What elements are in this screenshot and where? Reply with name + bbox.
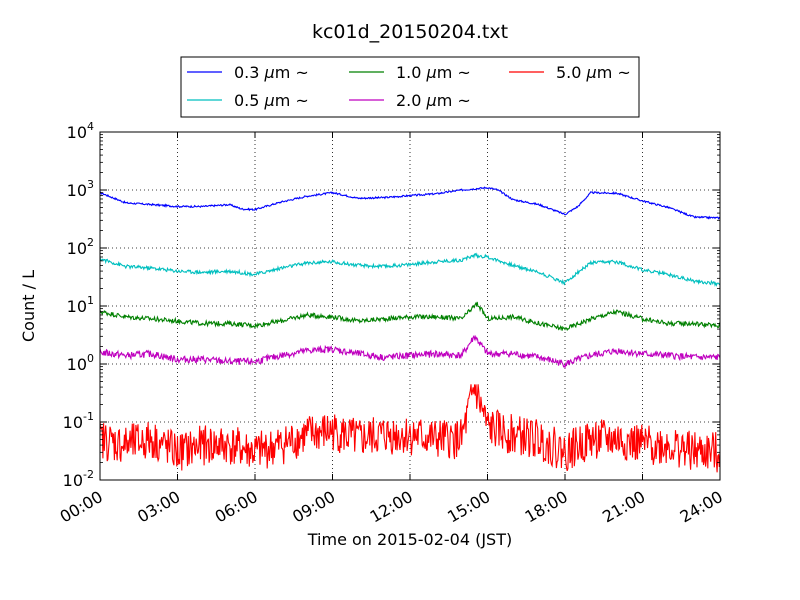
x-tick-label: 00:00 <box>57 487 106 527</box>
x-axis-label: Time on 2015-02-04 (JST) <box>307 530 512 549</box>
x-tick-label: 21:00 <box>599 487 648 527</box>
y-tick-label: 10-2 <box>63 468 94 490</box>
x-tick-label: 03:00 <box>134 487 183 527</box>
y-axis-label: Count / L <box>19 270 38 342</box>
grid <box>100 132 720 480</box>
legend-label: 0.5 μm ~ <box>234 91 309 110</box>
y-tick-label: 103 <box>67 178 94 200</box>
x-tick-labels: 00:00 03:00 06:00 09:00 12:00 15:00 18:00 21:00… <box>57 487 726 527</box>
legend-label: 1.0 μm ~ <box>396 63 471 82</box>
legend-box <box>180 56 640 118</box>
legend-entry-1-0: 1.0 μm ~ <box>349 63 471 82</box>
y-tick-label: 101 <box>67 294 94 316</box>
legend-entry-5-0: 5.0 μm ~ <box>509 63 631 82</box>
legend-entry-0-5: 0.5 μm ~ <box>187 91 309 110</box>
x-tick-label: 09:00 <box>289 487 338 527</box>
legend-label: 5.0 μm ~ <box>556 63 631 82</box>
x-tick-label: 12:00 <box>367 487 416 527</box>
x-tick-label: 06:00 <box>212 487 261 527</box>
series-lines <box>99 186 721 473</box>
y-tick-label: 104 <box>67 120 94 142</box>
x-tick-label: 18:00 <box>522 487 571 527</box>
series-line-5-0 <box>99 384 721 473</box>
chart-title: kc01d_20150204.txt <box>312 21 508 43</box>
series-line-1-0 <box>99 301 721 332</box>
series-line-0-5 <box>99 252 721 287</box>
y-tick-labels: 10-2 10-1 100 101 102 103 104 <box>63 120 94 490</box>
legend-label: 2.0 μm ~ <box>396 91 471 110</box>
legend: 0.3 μm ~ 1.0 μm ~ 5.0 μm ~ 0.5 μm ~ 2.0 μm ~ <box>180 56 640 118</box>
legend-entry-2-0: 2.0 μm ~ <box>349 91 471 110</box>
series-line-2-0 <box>99 334 721 370</box>
legend-label: 0.3 μm ~ <box>234 63 309 82</box>
tick-marks <box>99 131 721 481</box>
legend-entry-0-3: 0.3 μm ~ <box>187 63 309 82</box>
x-tick-label: 24:00 <box>677 487 726 527</box>
y-tick-label: 102 <box>67 236 94 258</box>
series-line-0-3 <box>99 186 721 220</box>
y-tick-label: 100 <box>67 352 94 374</box>
y-tick-label: 10-1 <box>63 410 94 432</box>
x-tick-label: 15:00 <box>444 487 493 527</box>
